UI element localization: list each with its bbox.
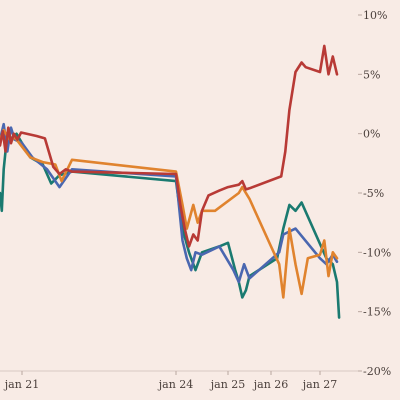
- x-tick-label: jan 25: [209, 378, 246, 391]
- y-tick-label: 10%: [363, 9, 387, 22]
- series-layer: [0, 44, 341, 319]
- x-axis-ticks: jan 21 jan 24 jan 25 jan 26 jan 27: [3, 371, 338, 391]
- x-tick-label: jan 21: [3, 378, 40, 391]
- x-tick-label: jan 27: [301, 378, 338, 391]
- y-tick-label: -5%: [363, 187, 384, 200]
- y-tick-label: 0%: [363, 128, 380, 141]
- x-tick-label: jan 24: [157, 378, 194, 391]
- y-tick-label: -15%: [363, 306, 391, 319]
- series-line-2: [0, 128, 339, 299]
- series-line-1: [0, 44, 339, 248]
- y-axis-ticks: 10% 5% 0% -5% -10% -15% -20%: [358, 9, 391, 378]
- y-tick-label: -10%: [363, 246, 391, 259]
- x-tick-label: jan 26: [252, 378, 289, 391]
- y-tick-label: 5%: [363, 68, 380, 81]
- y-tick-label: -20%: [363, 365, 391, 378]
